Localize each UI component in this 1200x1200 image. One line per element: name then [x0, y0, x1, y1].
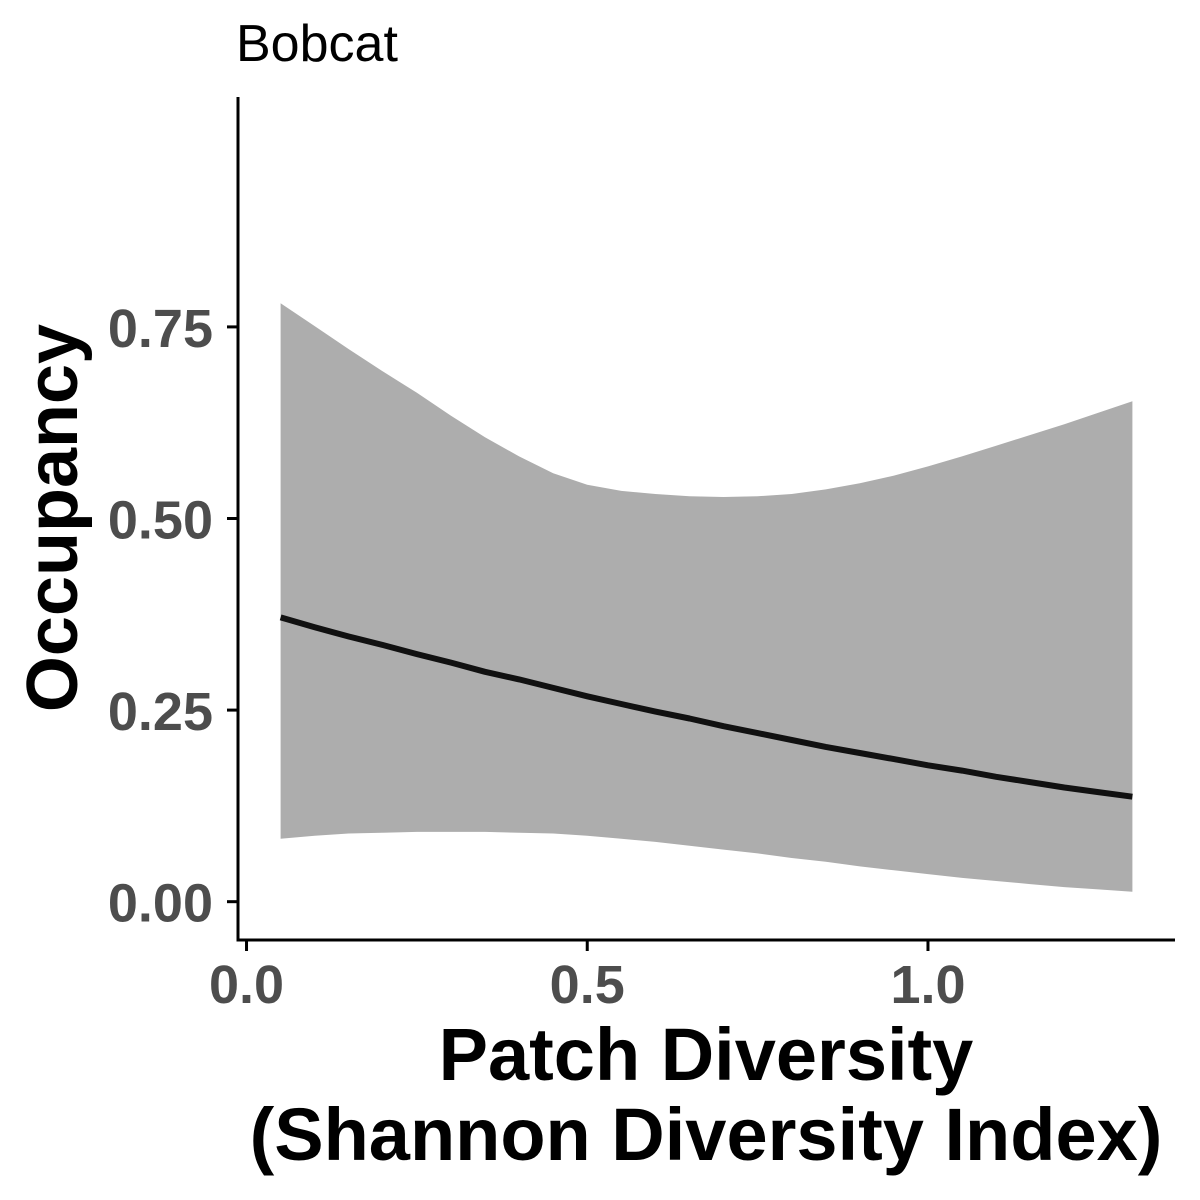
x-tick-label: 1.0 [890, 955, 965, 1015]
axes-layer [227, 97, 1175, 951]
y-tick-label: 0.00 [108, 874, 213, 934]
fitted-line [279, 614, 1133, 800]
x-axis-title: Patch Diversity (Shannon Diversity Index… [249, 1013, 1163, 1176]
y-axis-title: Occupancy [13, 323, 93, 713]
x-tick-label: 0.5 [550, 955, 625, 1015]
y-tick-label: 0.75 [108, 299, 213, 359]
tick-labels-layer: 0.00 0.25 0.50 0.75 0.0 0.5 1.0 [108, 299, 966, 1015]
chart-title: Bobcat [236, 15, 398, 73]
x-tick-label: 0.0 [209, 955, 284, 1015]
line-layer [279, 614, 1133, 800]
y-tick-label: 0.25 [108, 682, 213, 742]
ribbon-layer [280, 303, 1133, 892]
confidence-ribbon [280, 303, 1133, 892]
y-tick-label: 0.50 [108, 491, 213, 551]
